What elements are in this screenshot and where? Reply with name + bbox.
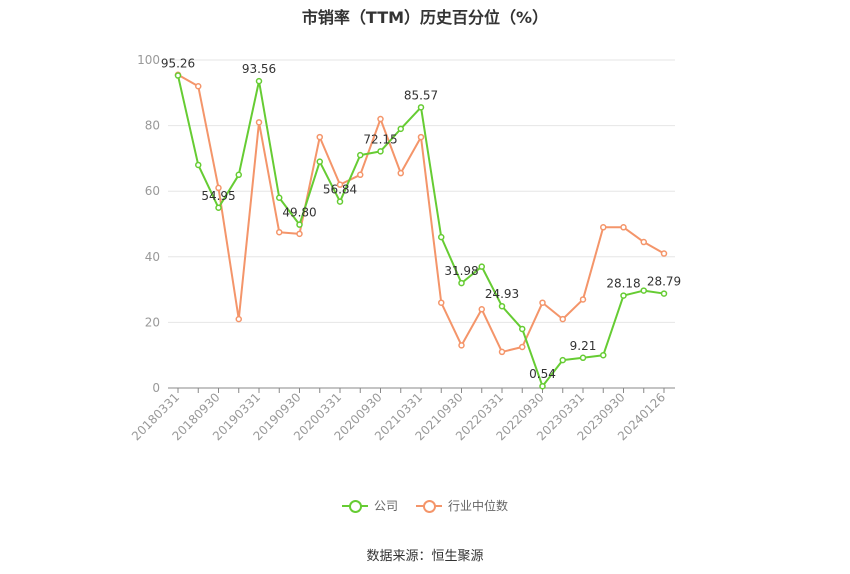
company-data-label: 93.56 [242,62,276,76]
company-point [255,77,263,85]
industry-point [377,115,384,123]
industry-point [336,181,344,188]
legend-industry-marker [416,499,442,513]
industry-point [539,299,546,306]
company-point [559,356,566,364]
legend-item-company[interactable]: 公司 [341,497,398,514]
company-point [498,302,506,310]
company-point [417,104,425,111]
company-data-label: 28.18 [606,277,640,291]
industry-point [316,133,323,141]
industry-point [498,348,506,356]
industry-point [519,343,526,351]
company-point [336,198,344,205]
company-point [397,125,404,133]
company-point [539,382,546,390]
industry-point [296,230,303,238]
industry-point [620,224,627,231]
industry-point [438,299,445,306]
company-point [660,290,668,297]
data-labels: 95.26 54.95 93.56 49.80 56.84 72.15 85.57 31.98… [161,57,681,382]
axes: 0204060801002018033120180930201903312019… [129,53,675,443]
industry-point [559,315,566,323]
industry-point [640,238,647,246]
company-point [215,204,222,212]
y-tick-label: 60 [145,184,160,198]
industry-point [579,296,587,303]
industry-point [357,171,364,179]
company-data-label: 95.26 [161,57,195,71]
company-data-label: 85.57 [404,88,438,102]
company-data-label: 72.15 [363,132,397,146]
company-point [640,287,647,294]
y-tick-label: 80 [145,119,160,133]
data-source: 数据来源：恒生聚源 [366,549,484,564]
industry-point [458,342,465,349]
company-data-label: 0.54 [529,367,556,381]
company-point [174,72,182,79]
company-point [276,194,283,202]
company-point [357,151,364,159]
legend-item-industry-median[interactable]: 行业中位数 [416,497,508,514]
chart-title: 市销率（TTM）历史百分位（%） [301,8,549,27]
industry-point [215,184,222,192]
y-tick-label: 0 [152,381,160,395]
company-data-label: 31.98 [444,264,478,278]
legend-company-label: 公司 [373,499,398,513]
y-tick-label: 20 [145,315,160,329]
company-data-label: 9.21 [570,339,597,353]
legend: 公司 行业中位数 [0,497,850,514]
industry-point [600,224,607,231]
industry-point [660,250,668,257]
company-point [458,279,465,287]
company-point [478,263,485,270]
industry-point [255,119,263,126]
industry-point [235,315,242,323]
industry-point [417,133,425,141]
company-point [235,171,242,179]
company-point [296,221,303,228]
company-data-label: 24.93 [485,287,519,301]
company-point [377,148,384,155]
company-data-label: 49.80 [282,206,316,220]
company-point [195,161,202,169]
industry-point [397,169,404,177]
company-point [316,158,323,165]
legend-company-marker [341,499,368,513]
company-data-label: 28.79 [647,275,681,289]
legend-industry-label: 行业中位数 [448,499,509,513]
company-point [519,325,526,333]
grid-lines [168,59,675,323]
industry-point [195,82,202,90]
company-data-label: 56.84 [323,183,357,197]
line-chart: 0204060801002018033120180930201903312019… [129,53,681,443]
y-tick-label: 100 [137,53,160,67]
company-point [438,233,445,241]
company-data-label: 54.95 [201,189,235,203]
y-tick-label: 40 [145,250,160,264]
industry-point [276,228,283,236]
company-point [600,351,607,359]
company-point [579,354,587,362]
series-lines [174,71,668,390]
industry-point [478,306,485,313]
company-point [620,292,627,299]
